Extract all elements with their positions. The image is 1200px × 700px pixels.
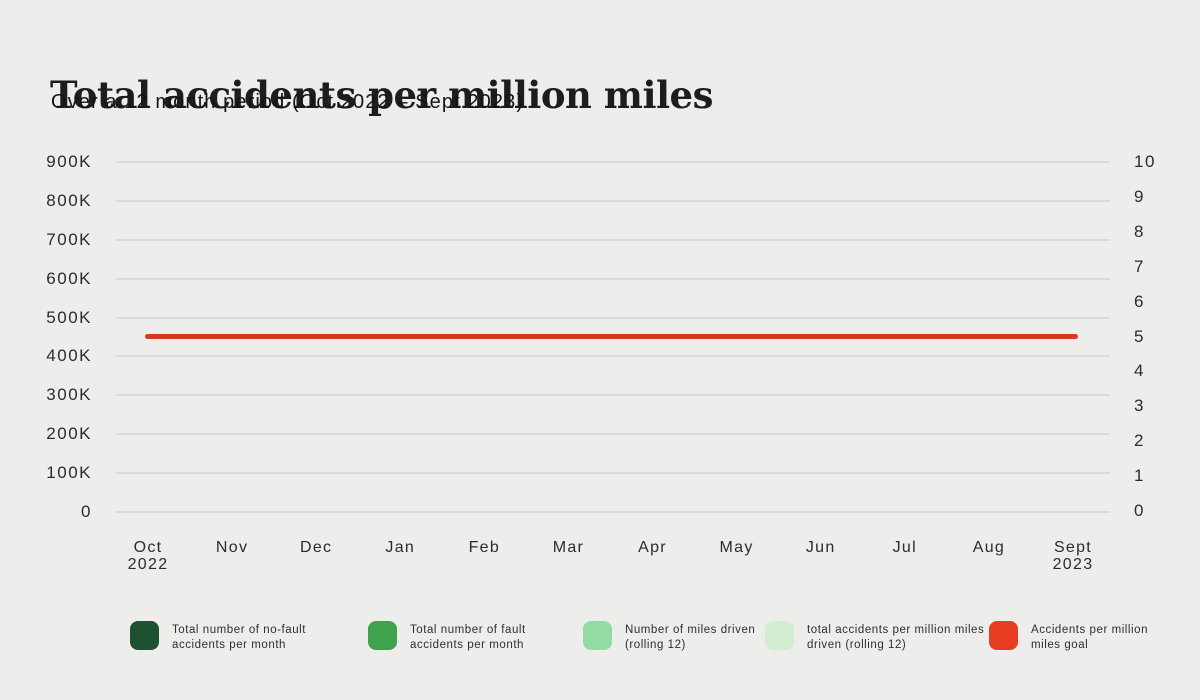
y-axis-right-tick: 1 [1134, 466, 1145, 486]
legend-swatch [989, 621, 1018, 650]
x-axis-tick: Jun [776, 539, 866, 556]
x-axis-tick: Aug [944, 539, 1034, 556]
x-axis-tick-line: 2022 [127, 556, 169, 573]
x-axis-tick-line: Jul [892, 539, 917, 556]
legend-swatch [368, 621, 397, 650]
x-axis-tick-line: Oct [133, 539, 163, 556]
y-axis-right-tick: 8 [1134, 221, 1145, 241]
x-axis-tick: Apr [608, 539, 698, 556]
legend-swatch [130, 621, 159, 650]
goal-line-series [145, 334, 1078, 339]
x-axis-tick: Oct 2022 [103, 539, 193, 573]
legend-label: total accidents per million miles driven… [807, 624, 985, 651]
x-axis-tick-line: Dec [299, 539, 333, 556]
gridline [116, 511, 1110, 513]
x-axis-tick-line: Apr [638, 539, 667, 556]
x-axis-tick-line: Aug [972, 539, 1006, 556]
legend-item: Total number of fault accidents per mont… [368, 620, 568, 652]
x-axis-tick-line: Mar [552, 539, 585, 556]
y-axis-right-tick: 9 [1134, 186, 1145, 206]
legend-label: Number of miles driven (rolling 12) [625, 624, 756, 651]
y-axis-right-tick: 10 [1134, 152, 1156, 171]
y-axis-left-tick: 300K [46, 385, 92, 405]
x-axis-tick: Mar [523, 539, 613, 556]
x-axis-tick: May [692, 539, 782, 556]
x-axis-tick-line: May [719, 539, 754, 556]
y-axis-right-tick: 3 [1134, 396, 1145, 416]
gridline [116, 199, 1110, 202]
y-axis-left-tick: 400K [46, 346, 92, 366]
y-axis-right-tick: 2 [1134, 431, 1145, 451]
y-axis-right-tick: 6 [1134, 291, 1145, 311]
y-axis-left-tick: 500K [46, 307, 92, 327]
legend-item: total accidents per million miles driven… [765, 620, 999, 652]
gridline [116, 433, 1110, 436]
legend-label: Accidents per million miles goal [1031, 624, 1149, 651]
y-axis-left-tick: 100K [46, 463, 92, 483]
legend-swatch [765, 621, 794, 650]
gridline [116, 277, 1110, 280]
gridline [116, 316, 1110, 319]
legend-label: Total number of no-fault accidents per m… [172, 624, 307, 651]
x-axis-tick-line: Sept [1053, 539, 1093, 556]
gridline [116, 394, 1110, 397]
x-axis-tick: Nov [187, 539, 277, 556]
legend-item: Total number of no-fault accidents per m… [130, 620, 342, 652]
x-axis-tick-line: Nov [215, 539, 249, 556]
gridline [116, 238, 1110, 241]
legend-label: Total number of fault accidents per mont… [410, 624, 526, 651]
y-axis-left-tick: 900K [46, 152, 92, 171]
x-axis-tick-line: Jan [385, 539, 416, 556]
y-axis-left-tick: 800K [46, 190, 92, 210]
y-axis-right-tick: 4 [1134, 361, 1145, 381]
x-axis-tick: Jan [355, 539, 445, 556]
chart-title: Total accidents per million miles [50, 72, 713, 117]
x-axis-tick: Dec [271, 539, 361, 556]
y-axis-left-tick: 200K [46, 424, 92, 444]
x-axis-tick-line: 2023 [1052, 556, 1094, 573]
gridline [116, 472, 1110, 475]
legend-swatch [583, 621, 612, 650]
y-axis-left-tick: 700K [46, 229, 92, 249]
y-axis-right-tick: 7 [1134, 256, 1145, 276]
x-axis-tick: Sept 2023 [1028, 539, 1118, 573]
x-axis-tick: Feb [439, 539, 529, 556]
gridline [116, 355, 1110, 358]
y-axis-right-tick: 5 [1134, 326, 1145, 346]
y-axis-left-tick: 600K [46, 268, 92, 288]
chart-subtitle: Over a 12 month period (Oct 2022 – Sept … [51, 91, 525, 113]
y-axis-right-tick: 0 [1134, 501, 1145, 520]
legend-item: Number of miles driven (rolling 12) [583, 620, 767, 652]
gridline [116, 161, 1110, 163]
legend-item: Accidents per million miles goal [989, 620, 1169, 652]
x-axis-tick-line: Jun [805, 539, 836, 556]
y-axis-left-tick: 0 [81, 502, 92, 521]
x-axis-tick: Jul [860, 539, 950, 556]
x-axis-tick-line: Feb [468, 539, 501, 556]
